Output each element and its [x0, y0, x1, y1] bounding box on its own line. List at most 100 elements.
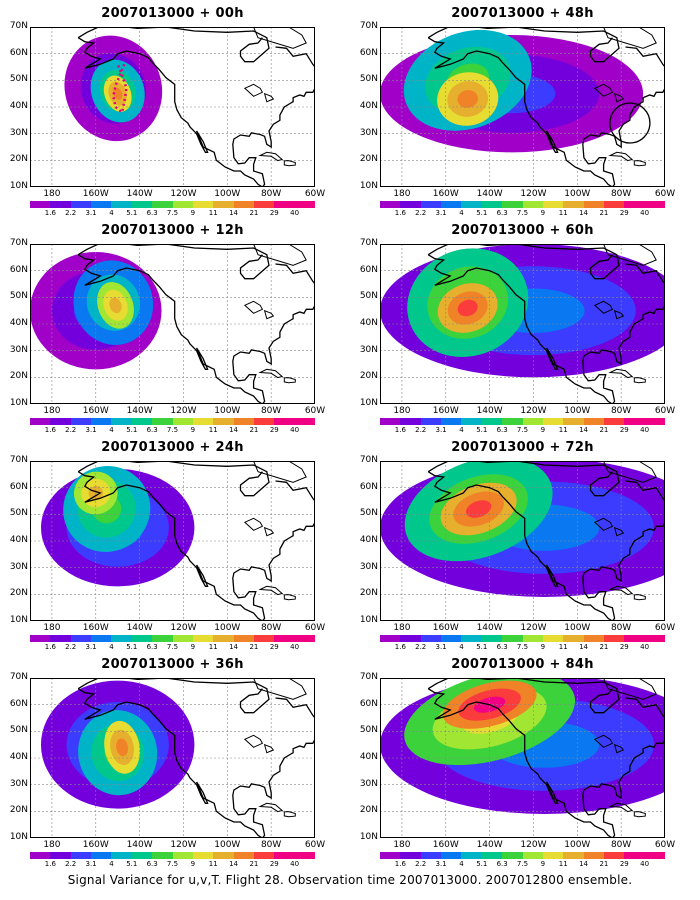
latitude-label: 30N	[9, 127, 28, 138]
colorbar-label: 2.2	[415, 643, 427, 651]
colorbar-label: 11	[558, 643, 568, 651]
colorbar-label: 5.1	[126, 209, 138, 217]
longitude-label: 180	[43, 840, 61, 850]
colorbar-label: 5.1	[476, 426, 488, 434]
longitude-label: 140W	[476, 623, 503, 633]
colorbar-swatch	[213, 635, 234, 642]
colorbar-label: 9	[540, 209, 546, 217]
colorbar-label: 14	[229, 209, 239, 217]
latitude-label: 70N	[359, 21, 378, 31]
colorbar-swatch	[522, 201, 543, 208]
coastline	[603, 678, 657, 700]
longitude-label: 120W	[170, 189, 197, 199]
longitude-label: 160W	[432, 189, 459, 199]
colorbar-swatch	[274, 418, 295, 425]
colorbar-label: 29	[269, 643, 279, 651]
latitude-label: 30N	[359, 778, 378, 789]
colorbar-label: 40	[640, 209, 650, 217]
variance-contour	[109, 297, 122, 314]
colorbar-swatch	[233, 852, 254, 859]
coastline	[275, 46, 315, 68]
variance-contour	[116, 738, 129, 757]
colorbar-label: 2.2	[65, 426, 77, 434]
colorbar-swatch	[111, 635, 132, 642]
colorbar-swatch	[420, 852, 442, 859]
colorbar-swatch	[152, 635, 173, 642]
colorbar-label: 6.3	[146, 209, 158, 217]
map-frame	[30, 461, 315, 621]
colorbar-swatch	[481, 635, 503, 642]
colorbar-swatch	[192, 201, 214, 208]
latitude-label: 20N	[9, 588, 28, 599]
forecast-panel: 2007013000 + 12h 70N 60N 50N 40N 30N 20N 10N 180…	[0, 217, 335, 439]
colorbar-swatch	[70, 201, 92, 208]
coastline	[283, 594, 296, 601]
colorbar-swatch	[91, 201, 112, 208]
coastline	[582, 521, 665, 621]
longitude-label: 140W	[126, 840, 153, 850]
colorbar-label: 21	[599, 426, 609, 434]
colorbar-swatch	[522, 852, 543, 859]
coastline	[77, 37, 263, 187]
colorbar-swatch	[461, 418, 482, 425]
colorbar-swatch	[172, 201, 193, 208]
longitude-label: 120W	[170, 623, 197, 633]
colorbar-label: 3.1	[85, 209, 97, 217]
longitude-label: 60W	[654, 623, 676, 633]
coastline	[593, 300, 614, 314]
coastline	[263, 309, 275, 320]
latitude-label: 70N	[359, 238, 378, 248]
coastline	[613, 92, 625, 103]
longitude-label: 80W	[610, 406, 632, 416]
longitude-label: 80W	[260, 840, 282, 850]
coastline	[275, 697, 315, 719]
colorbar-label: 4	[109, 426, 114, 434]
longitude-label: 60W	[304, 623, 326, 633]
coastline	[253, 461, 307, 483]
colorbar-swatch	[50, 201, 71, 208]
colorbar-swatch	[542, 635, 564, 642]
latitude-label: 20N	[359, 588, 378, 599]
colorbar-label: 21	[599, 860, 609, 868]
colorbar-label: 2.2	[415, 209, 427, 217]
colorbar-swatch	[644, 635, 666, 642]
colorbar-swatch	[461, 635, 482, 642]
longitude-label: 140W	[476, 406, 503, 416]
colorbar	[380, 852, 666, 859]
latitude-label: 70N	[359, 672, 378, 682]
colorbar-label: 2.2	[415, 860, 427, 868]
coastline	[427, 461, 620, 497]
coastline	[427, 678, 620, 714]
coastline	[258, 368, 284, 379]
colorbar-label: 14	[579, 643, 589, 651]
coastline	[77, 461, 270, 497]
longitude-label: 120W	[520, 406, 547, 416]
coastline	[275, 263, 315, 285]
colorbar	[380, 201, 666, 208]
colorbar-swatch	[563, 852, 584, 859]
colorbar-label: 29	[269, 209, 279, 217]
colorbar-swatch	[400, 201, 421, 208]
colorbar-swatch	[253, 852, 275, 859]
colorbar-label: 14	[229, 426, 239, 434]
colorbar-label: 14	[579, 860, 589, 868]
latitude-label: 20N	[9, 154, 28, 165]
coastline	[77, 688, 263, 838]
latitude-label: 50N	[9, 725, 28, 736]
latitude-label: 40N	[9, 101, 28, 111]
colorbar	[30, 201, 316, 208]
colorbar-label: 9	[540, 643, 546, 651]
colorbar-label: 11	[208, 860, 218, 868]
coastline	[77, 678, 270, 714]
longitude-label: 160W	[432, 623, 459, 633]
colorbar-swatch	[213, 201, 234, 208]
latitude-label: 40N	[359, 752, 378, 762]
colorbar-label: 40	[290, 860, 300, 868]
longitude-label: 160W	[82, 623, 109, 633]
colorbar-swatch	[111, 852, 132, 859]
coastline	[593, 83, 614, 97]
panel-title: 2007013000 + 24h	[101, 440, 244, 455]
colorbar-swatch	[172, 418, 193, 425]
forecast-panel: 2007013000 + 48h 70N 60N 50N 40N 30N 20N 10N 180…	[350, 0, 685, 222]
colorbar-swatch	[274, 201, 295, 208]
